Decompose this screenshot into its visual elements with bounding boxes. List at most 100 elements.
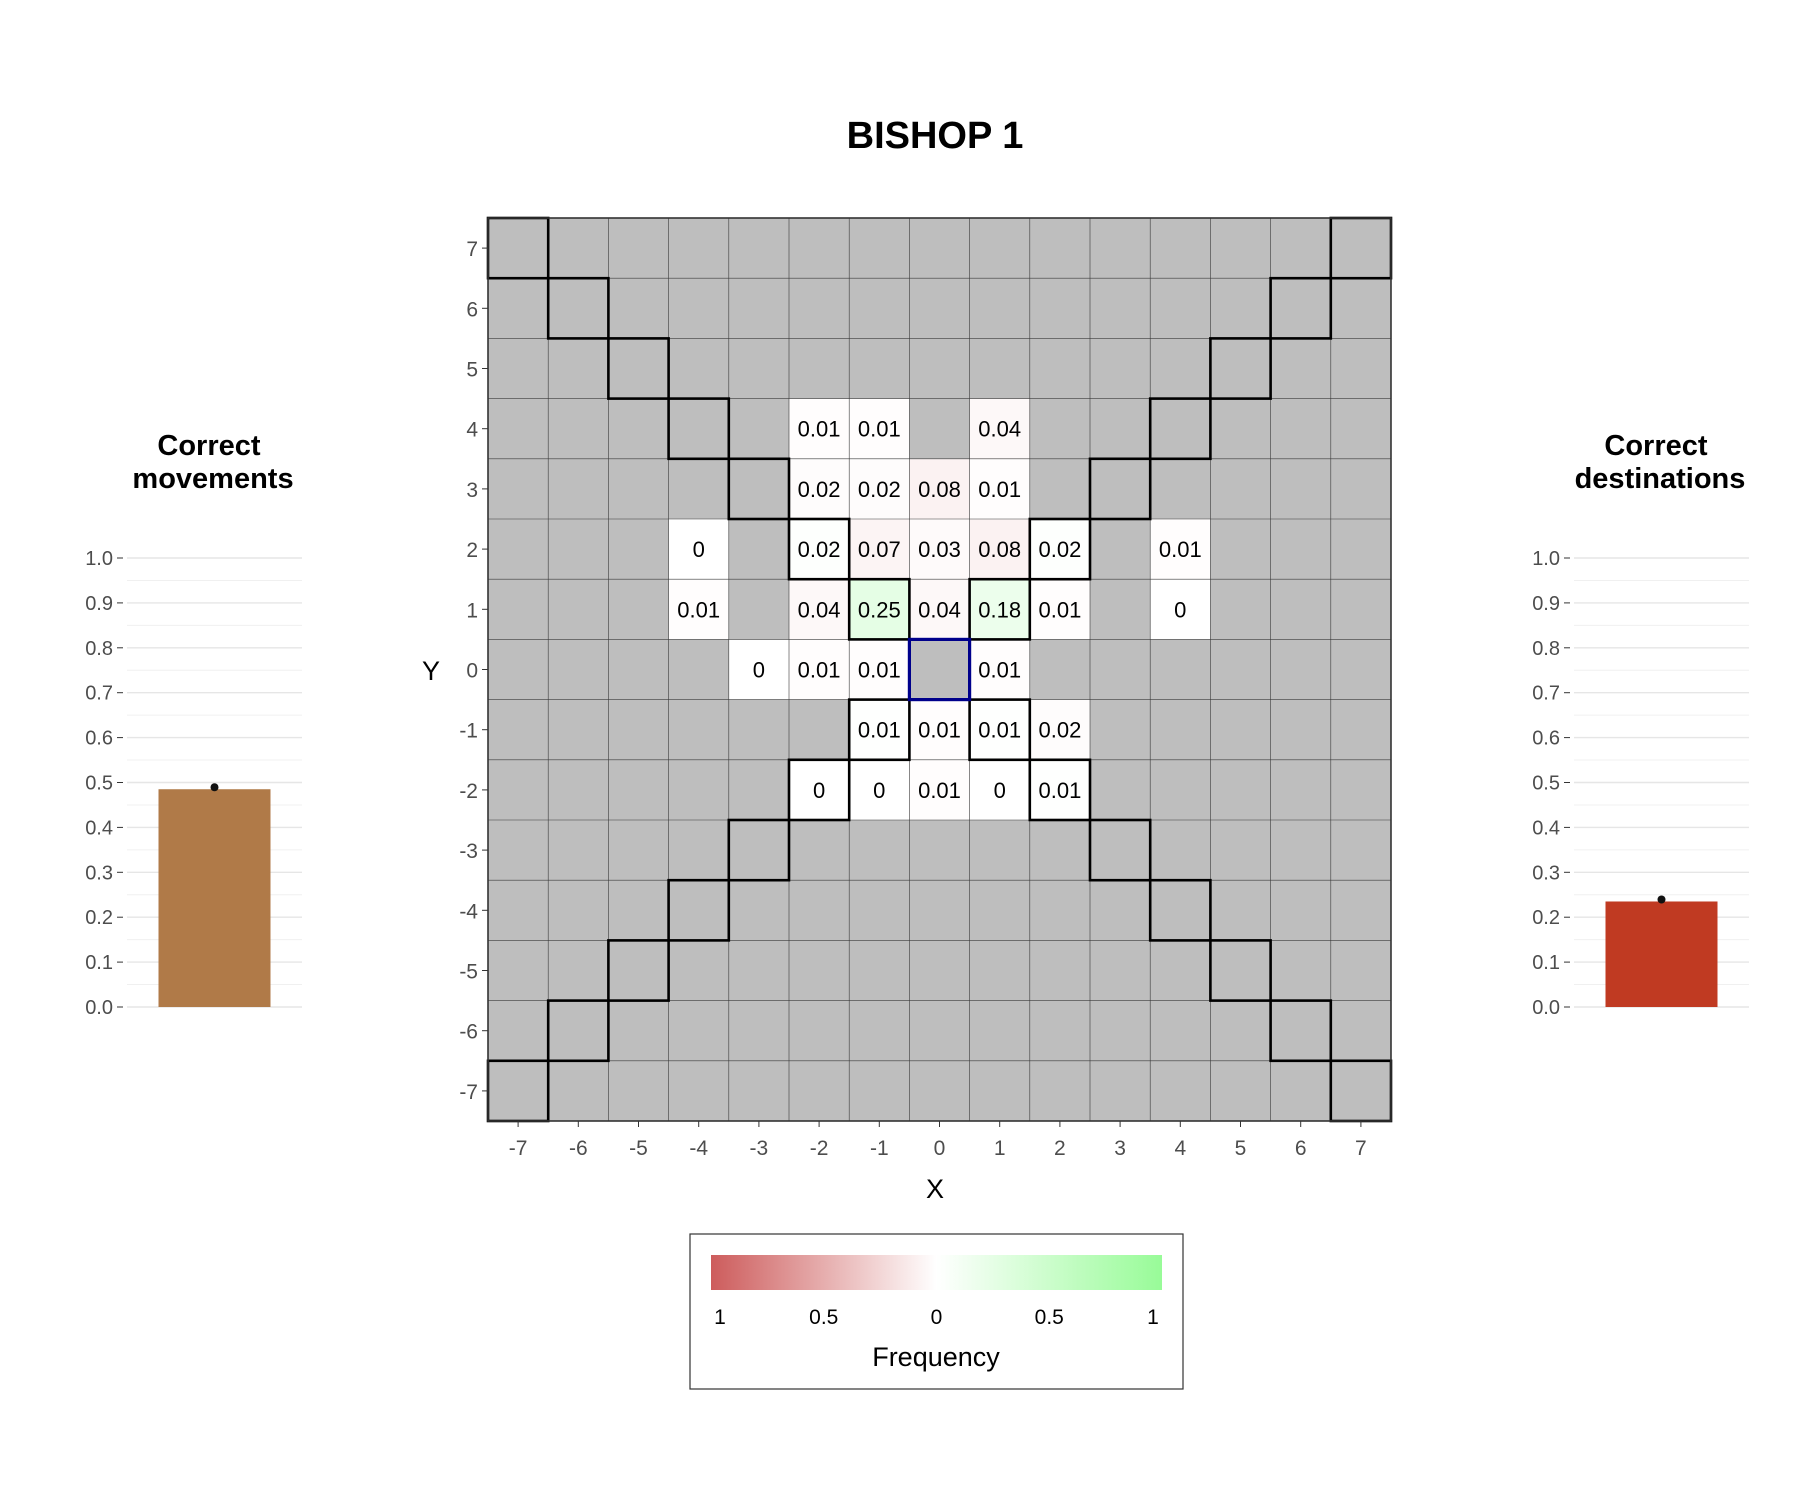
valid-diagonal-cell-outline xyxy=(1209,337,1272,400)
valid-diagonal-cell-outline xyxy=(1269,999,1333,1063)
heatmap-cell-label: 0.01 xyxy=(858,658,901,683)
heatmap-cell xyxy=(1029,699,1090,760)
bar-y-tick-label: 0.5 xyxy=(1532,773,1560,795)
legend-tick-label: 0.5 xyxy=(1035,1306,1064,1329)
x-axis-tick-label: 0 xyxy=(934,1137,946,1160)
heatmap-cell-label: 0.25 xyxy=(858,597,901,622)
heatmap-cell-label: 0.08 xyxy=(918,477,961,502)
valid-diagonal-cell-outline xyxy=(1028,758,1092,822)
correct-destinations-y-ticks: 0.0 0.1 0.2 0.3 0.4 0.5 0.6 0.7 0.8 0.9 1.0 xyxy=(1532,548,1570,1019)
bar-y-tick-label: 0.5 xyxy=(85,773,113,795)
valid-diagonal-cell-outline xyxy=(847,577,911,641)
heatmap-cell xyxy=(789,759,850,820)
heatmap-cell xyxy=(849,398,910,459)
heatmap-cell-label: 0.04 xyxy=(798,597,841,622)
legend-colorbar xyxy=(711,1255,1162,1290)
valid-diagonal-cell-outline xyxy=(1148,878,1212,942)
heatmap-cell xyxy=(849,699,910,760)
bar-y-tick-label: 0.6 xyxy=(1532,728,1560,750)
heatmap-cell-label: 0.01 xyxy=(858,417,901,442)
y-axis-tick-label: 7 xyxy=(466,238,478,261)
heatmap-cell xyxy=(969,398,1030,459)
heatmap-cell xyxy=(849,759,910,820)
valid-diagonal-cell-outline xyxy=(787,758,851,822)
valid-diagonal-cell-outline xyxy=(667,397,731,461)
frequency-legend: 1 0.5 0 0.5 1 Frequency xyxy=(689,1233,1184,1390)
heatmap-cell xyxy=(789,639,850,700)
x-axis-tick-label: 3 xyxy=(1114,1137,1126,1160)
figure-title: BISHOP 1 xyxy=(847,115,1024,157)
heatmap-cell-label: 0.02 xyxy=(1038,537,1081,562)
valid-diagonal-cell-outline xyxy=(1209,939,1272,1002)
y-axis-tick-label: 5 xyxy=(466,359,478,382)
heatmap-cell-label: 0.02 xyxy=(798,537,841,562)
heatmap-cell xyxy=(909,458,970,519)
heatmap-cell-label: 0 xyxy=(753,658,765,683)
legend-tick-label: 0 xyxy=(931,1306,943,1329)
heatmap-cell xyxy=(789,458,850,519)
heatmap-cell-label: 0.01 xyxy=(978,658,1021,683)
legend-tick-label: 0.5 xyxy=(809,1306,838,1329)
heatmap-cell xyxy=(909,519,970,580)
heatmap-cell-label: 0.01 xyxy=(978,718,1021,743)
heatmap-panel: 0.01 0.01 0.04 0.02 0.02 0.08 0.01 0 0.02 0.07 0.0… xyxy=(422,216,1393,1204)
heatmap-cell xyxy=(969,458,1030,519)
heatmap-cell-label: 0.04 xyxy=(918,597,961,622)
bar-y-tick-label: 0.2 xyxy=(85,907,113,929)
heatmap-cell xyxy=(849,579,910,640)
heatmap-cell-label: 0.07 xyxy=(858,537,901,562)
correct-destinations-panel: Correct destinations 0.00.10.20.30.40.50… xyxy=(1532,430,1749,1019)
valid-diagonal-cell-outline xyxy=(1148,397,1212,461)
bar-y-tick-label: 0.1 xyxy=(1532,952,1560,974)
valid-diagonal-cell-outline xyxy=(727,457,791,521)
heatmap-cell-label: 0 xyxy=(813,778,825,803)
heatmap-cell-label: 0.04 xyxy=(978,417,1021,442)
heatmap-cell xyxy=(1029,579,1090,640)
heatmap-cell-label: 0.02 xyxy=(798,477,841,502)
heatmap-cell xyxy=(1029,759,1090,820)
bar-y-tick-label: 0.9 xyxy=(1532,593,1560,615)
x-axis-title: X xyxy=(926,1174,944,1204)
y-axis-title: Y xyxy=(422,656,440,686)
legend-tick-label: 1 xyxy=(714,1306,726,1329)
heatmap-cell-label: 0.01 xyxy=(798,417,841,442)
y-axis-tick-label: -2 xyxy=(459,780,478,803)
origin-cell-outline xyxy=(907,637,972,702)
x-axis-tick-label: -6 xyxy=(569,1137,588,1160)
x-axis-tick-label: 7 xyxy=(1355,1137,1367,1160)
valid-diagonal-cell-outline xyxy=(607,337,670,400)
correct-movements-title: Correct movements xyxy=(132,430,293,495)
bar-y-tick-label: 0.3 xyxy=(85,862,113,884)
bar-y-tick-label: 0.2 xyxy=(1532,907,1560,929)
heatmap-cell xyxy=(789,519,850,580)
y-axis-tick-label: -5 xyxy=(459,961,478,984)
legend-tick-labels: 1 0.5 0 0.5 1 xyxy=(714,1290,1159,1329)
heatmap-cell xyxy=(969,579,1030,640)
heatmap-axes: -7 -6 -5 -4 -3 -2 -1 0 1 2 3 4 5 6 7 -7 -6 -5 -4 -3 -2 -1 0 1 2 3… xyxy=(459,238,1366,1160)
heatmap-cell xyxy=(909,699,970,760)
heatmap-cell xyxy=(909,579,970,640)
heatmap-cell-label: 0 xyxy=(994,778,1006,803)
bar-y-tick-label: 0.1 xyxy=(85,952,113,974)
heatmap-cell-label: 0 xyxy=(1174,597,1186,622)
correct-destinations-bars xyxy=(1605,895,1718,1007)
heatmap-cell-label: 0.01 xyxy=(1038,778,1081,803)
correct-movements-bars xyxy=(158,783,271,1007)
correct-movements-y-ticks: 0.0 0.1 0.2 0.3 0.4 0.5 0.6 0.7 0.8 0.9 1.0 xyxy=(85,548,123,1019)
heatmap-cell-label: 0.08 xyxy=(978,537,1021,562)
correct-movements-panel: Correct movements 0.00.10.20.30.40.50.60… xyxy=(85,430,302,1019)
y-axis-tick-label: -3 xyxy=(459,840,478,863)
legend-title: Frequency xyxy=(872,1342,1000,1372)
heatmap-cell xyxy=(969,519,1030,580)
bar-y-tick-label: 1.0 xyxy=(85,548,113,570)
bar-y-tick-label: 0.4 xyxy=(85,817,113,839)
y-axis-tick-label: 1 xyxy=(466,599,478,622)
bar xyxy=(158,789,271,1007)
heatmap-cell-label: 0 xyxy=(693,537,705,562)
heatmap-cell xyxy=(668,519,729,580)
x-axis-tick-label: -1 xyxy=(870,1137,889,1160)
heatmap-cell xyxy=(1150,519,1211,580)
bar-y-tick-label: 0.6 xyxy=(85,728,113,750)
heatmap-cell xyxy=(849,519,910,580)
